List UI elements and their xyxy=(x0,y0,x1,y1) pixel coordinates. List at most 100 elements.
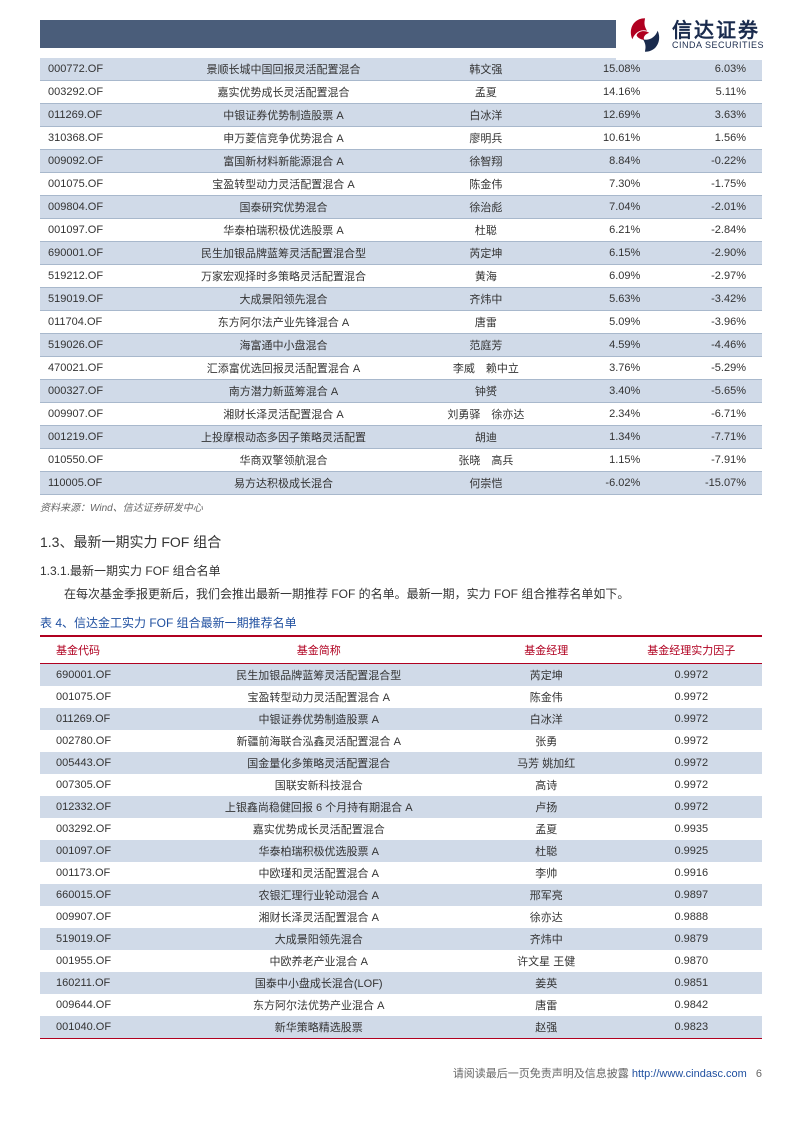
cell-code: 001075.OF xyxy=(40,173,146,196)
cell-v2: -2.01% xyxy=(656,196,762,219)
cell-mgr: 廖明兵 xyxy=(421,127,551,150)
cell-name: 国联安新科技混合 xyxy=(166,774,472,796)
table-row: 009804.OF国泰研究优势混合徐治彪7.04%-2.01% xyxy=(40,196,762,219)
cell-mgr: 邢军亮 xyxy=(472,884,621,906)
col-code: 基金代码 xyxy=(40,636,166,664)
table-row: 000327.OF南方潜力新蓝筹混合 A钟赟3.40%-5.65% xyxy=(40,380,762,403)
cell-factor: 0.9870 xyxy=(621,950,762,972)
table-row: 009092.OF富国新材料新能源混合 A徐智翔8.84%-0.22% xyxy=(40,150,762,173)
footer-link[interactable]: http://www.cindasc.com xyxy=(632,1068,747,1080)
cell-name: 国泰中小盘成长混合(LOF) xyxy=(166,972,472,994)
cell-code: 001097.OF xyxy=(40,219,146,242)
cell-code: 690001.OF xyxy=(40,664,166,687)
table-row: 001097.OF华泰柏瑞积极优选股票 A杜聪0.9925 xyxy=(40,840,762,862)
table-row: 001075.OF宝盈转型动力灵活配置混合 A陈金伟0.9972 xyxy=(40,686,762,708)
cell-name: 国泰研究优势混合 xyxy=(146,196,421,219)
cell-code: 012332.OF xyxy=(40,796,166,818)
logo-en: CINDA SECURITIES xyxy=(672,41,764,50)
cell-code: 002780.OF xyxy=(40,730,166,752)
cell-name: 东方阿尔法产业先锋混合 A xyxy=(146,311,421,334)
cell-mgr: 芮定坤 xyxy=(472,664,621,687)
table-row: 470021.OF汇添富优选回报灵活配置混合 A李威 赖中立3.76%-5.29… xyxy=(40,357,762,380)
cell-mgr: 唐雷 xyxy=(421,311,551,334)
cell-factor: 0.9823 xyxy=(621,1016,762,1039)
cell-v1: 2.34% xyxy=(551,403,656,426)
cell-name: 嘉实优势成长灵活配置混合 xyxy=(166,818,472,840)
table-row: 000772.OF景顺长城中国回报灵活配置混合韩文强15.08%6.03% xyxy=(40,58,762,81)
cell-v2: -5.65% xyxy=(656,380,762,403)
table-row: 011704.OF东方阿尔法产业先锋混合 A唐雷5.09%-3.96% xyxy=(40,311,762,334)
cell-code: 003292.OF xyxy=(40,818,166,840)
page-footer: 请阅读最后一页免责声明及信息披露 http://www.cindasc.com … xyxy=(0,1059,802,1087)
cell-v2: -4.46% xyxy=(656,334,762,357)
cell-factor: 0.9972 xyxy=(621,752,762,774)
cell-v1: 8.84% xyxy=(551,150,656,173)
cell-name: 申万菱信竞争优势混合 A xyxy=(146,127,421,150)
cell-name: 富国新材料新能源混合 A xyxy=(146,150,421,173)
cell-code: 011269.OF xyxy=(40,104,146,127)
cell-mgr: 卢扬 xyxy=(472,796,621,818)
logo: 信达证券 CINDA SECURITIES xyxy=(616,10,772,60)
cell-mgr: 杜聪 xyxy=(472,840,621,862)
cell-code: 519212.OF xyxy=(40,265,146,288)
cell-mgr: 徐智翔 xyxy=(421,150,551,173)
cell-v2: -15.07% xyxy=(656,472,762,495)
cell-v1: 7.04% xyxy=(551,196,656,219)
cell-code: 003292.OF xyxy=(40,81,146,104)
cell-mgr: 高诗 xyxy=(472,774,621,796)
cell-code: 001075.OF xyxy=(40,686,166,708)
cell-name: 湘财长泽灵活配置混合 A xyxy=(166,906,472,928)
cell-name: 东方阿尔法优势产业混合 A xyxy=(166,994,472,1016)
cell-mgr: 唐雷 xyxy=(472,994,621,1016)
cell-code: 690001.OF xyxy=(40,242,146,265)
cell-code: 001097.OF xyxy=(40,840,166,862)
cell-name: 宝盈转型动力灵活配置混合 A xyxy=(166,686,472,708)
cell-mgr: 韩文强 xyxy=(421,58,551,81)
cell-code: 010550.OF xyxy=(40,449,146,472)
cell-v1: 6.15% xyxy=(551,242,656,265)
cell-factor: 0.9972 xyxy=(621,730,762,752)
cell-v1: 5.63% xyxy=(551,288,656,311)
cell-code: 160211.OF xyxy=(40,972,166,994)
cell-code: 009644.OF xyxy=(40,994,166,1016)
cell-factor: 0.9972 xyxy=(621,774,762,796)
cell-name: 海富通中小盘混合 xyxy=(146,334,421,357)
table-row: 519019.OF大成景阳领先混合齐炜中5.63%-3.42% xyxy=(40,288,762,311)
cell-factor: 0.9925 xyxy=(621,840,762,862)
cell-v1: 10.61% xyxy=(551,127,656,150)
cell-mgr: 孟夏 xyxy=(421,81,551,104)
cell-name: 景顺长城中国回报灵活配置混合 xyxy=(146,58,421,81)
cell-name: 南方潜力新蓝筹混合 A xyxy=(146,380,421,403)
header-bar: 信达证券 CINDA SECURITIES xyxy=(40,20,762,48)
cell-code: 009804.OF xyxy=(40,196,146,219)
cell-name: 中欧养老产业混合 A xyxy=(166,950,472,972)
cell-v1: 3.40% xyxy=(551,380,656,403)
cell-name: 华商双擎领航混合 xyxy=(146,449,421,472)
cell-mgr: 李威 赖中立 xyxy=(421,357,551,380)
cell-name: 宝盈转型动力灵活配置混合 A xyxy=(146,173,421,196)
cell-code: 519026.OF xyxy=(40,334,146,357)
cell-v2: -2.97% xyxy=(656,265,762,288)
cell-mgr: 赵强 xyxy=(472,1016,621,1039)
table-row: 002780.OF新疆前海联合泓鑫灵活配置混合 A张勇0.9972 xyxy=(40,730,762,752)
cell-code: 005443.OF xyxy=(40,752,166,774)
cell-code: 310368.OF xyxy=(40,127,146,150)
table-row: 003292.OF嘉实优势成长灵活配置混合孟夏14.16%5.11% xyxy=(40,81,762,104)
cell-code: 519019.OF xyxy=(40,288,146,311)
cell-code: 009092.OF xyxy=(40,150,146,173)
cell-mgr: 陈金伟 xyxy=(421,173,551,196)
table-row: 160211.OF国泰中小盘成长混合(LOF)姜英0.9851 xyxy=(40,972,762,994)
col-factor: 基金经理实力因子 xyxy=(621,636,762,664)
cell-factor: 0.9972 xyxy=(621,708,762,730)
cell-v1: 6.21% xyxy=(551,219,656,242)
cell-v2: -2.90% xyxy=(656,242,762,265)
cell-factor: 0.9879 xyxy=(621,928,762,950)
cell-v2: -3.96% xyxy=(656,311,762,334)
cell-code: 660015.OF xyxy=(40,884,166,906)
cell-factor: 0.9972 xyxy=(621,796,762,818)
cell-code: 009907.OF xyxy=(40,906,166,928)
cell-v2: 5.11% xyxy=(656,81,762,104)
cell-v1: 6.09% xyxy=(551,265,656,288)
cell-name: 中银证券优势制造股票 A xyxy=(146,104,421,127)
table-row: 690001.OF民生加银品牌蓝筹灵活配置混合型芮定坤0.9972 xyxy=(40,664,762,687)
